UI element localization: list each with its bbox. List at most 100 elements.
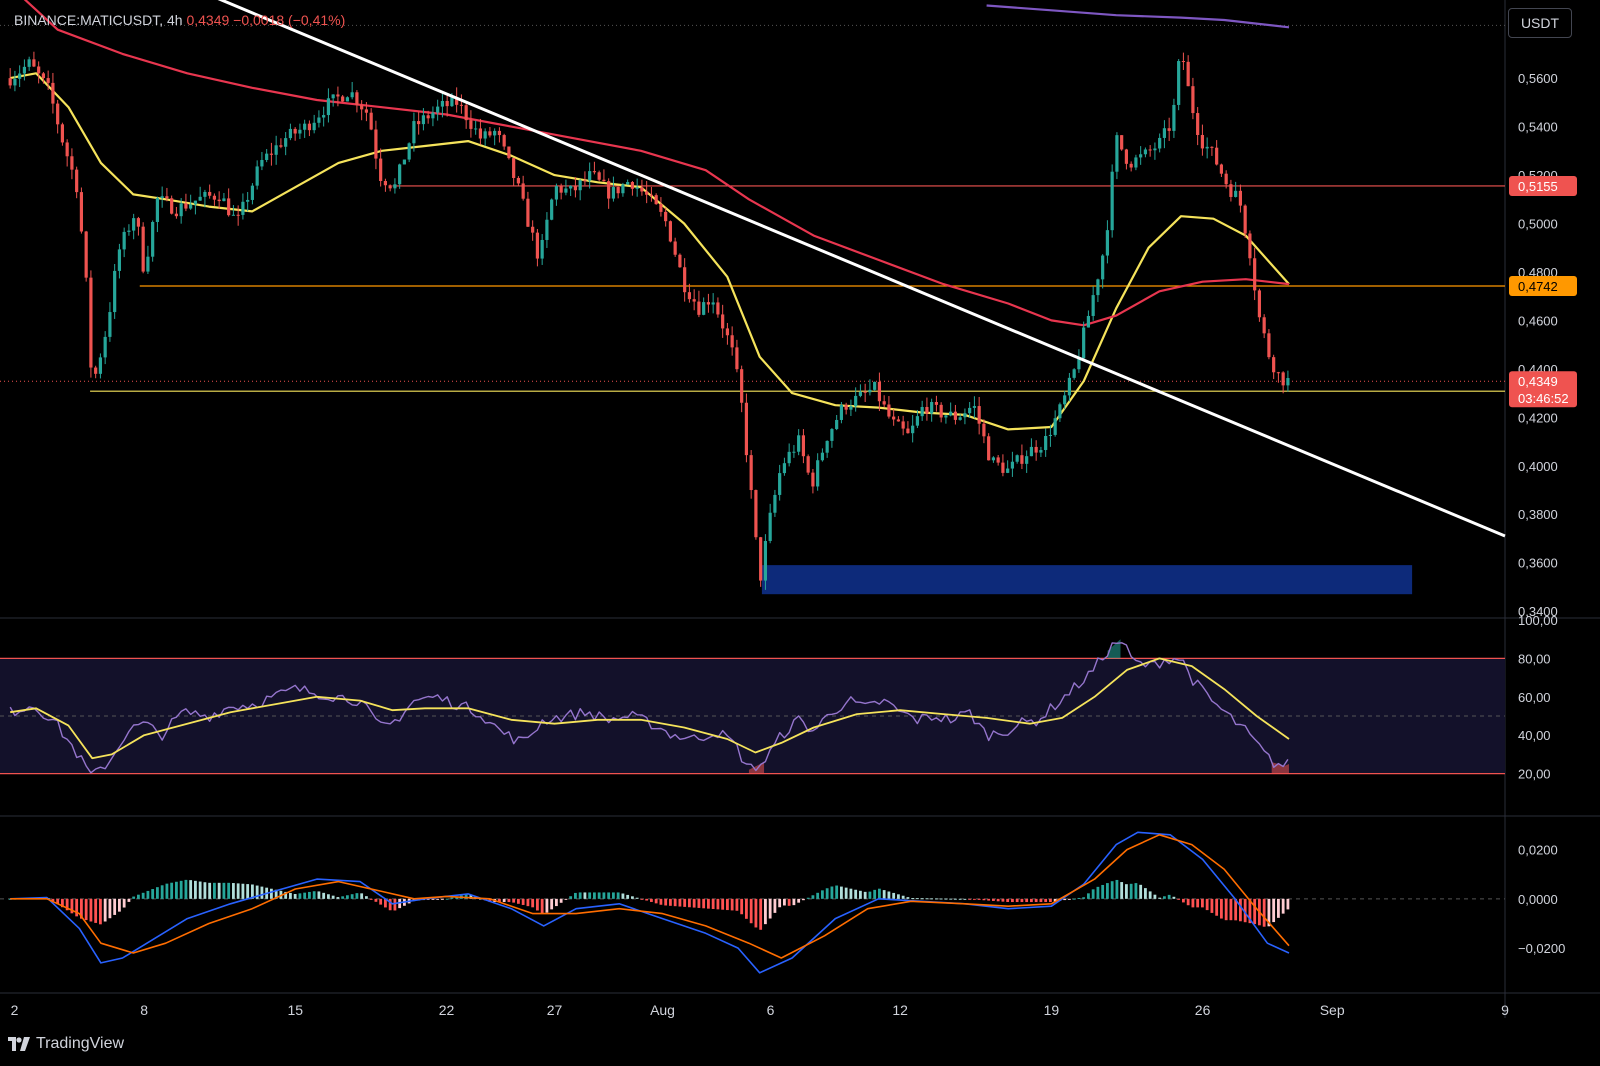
macd-histogram-bar	[564, 898, 568, 900]
macd-histogram-bar	[1011, 898, 1014, 903]
currency-button[interactable]: USDT	[1508, 8, 1572, 38]
moving-average-fast-line	[9, 72, 1290, 431]
macd-histogram-bar	[1272, 898, 1276, 923]
macd-histogram-bar	[930, 898, 934, 900]
macd-histogram-bar	[284, 891, 288, 899]
candle-body	[1072, 369, 1076, 378]
macd-histogram-bar	[327, 894, 330, 899]
macd-histogram-bar	[635, 897, 639, 899]
level-label-1-bg	[1509, 276, 1577, 297]
macd-histogram-bar	[355, 893, 359, 899]
candle-body	[1015, 455, 1019, 462]
macd-histogram-bar	[958, 898, 962, 900]
candle-body	[326, 98, 331, 116]
candle-body	[474, 128, 478, 130]
candle-body	[901, 421, 905, 429]
macd-histogram-bar	[384, 898, 387, 908]
macd-histogram-bar	[597, 892, 601, 899]
macd-histogram-bar	[127, 898, 131, 902]
macd-histogram-bar	[89, 898, 93, 922]
candle-body	[683, 267, 687, 293]
candle-body	[835, 419, 839, 430]
last-price: 0,4349	[186, 12, 230, 28]
macd-histogram-bar	[122, 898, 126, 908]
macd-histogram-bar	[498, 898, 501, 903]
candle-body	[877, 381, 882, 402]
macd-tick-label: −0,0200	[1518, 941, 1565, 956]
time-tick-label: 26	[1195, 1002, 1211, 1018]
candle-body	[1006, 468, 1010, 473]
macd-histogram-bar	[179, 880, 183, 899]
candle-body	[692, 299, 696, 302]
candle-body	[1029, 446, 1034, 457]
macd-histogram-bar	[906, 897, 910, 899]
candle-body	[958, 417, 962, 420]
candle-body	[1067, 377, 1072, 396]
candle-body	[407, 143, 411, 160]
candle-body	[1139, 154, 1143, 158]
time-tick-label: 8	[140, 1002, 148, 1018]
macd-histogram-bar	[1167, 894, 1171, 899]
candle-body	[1177, 61, 1181, 105]
macd-histogram-bar	[1186, 898, 1190, 906]
macd-histogram-bar	[783, 898, 786, 906]
candle-body	[398, 164, 402, 185]
candle-body	[825, 440, 829, 453]
macd-histogram-bar	[1248, 898, 1252, 924]
candle-body	[155, 198, 160, 222]
macd-histogram-bar	[844, 887, 848, 899]
candle-body	[1186, 61, 1190, 87]
macd-histogram-bar	[502, 898, 506, 903]
macd-histogram-bar	[726, 898, 729, 911]
candle-body	[1200, 134, 1205, 149]
macd-histogram-bar	[754, 898, 758, 928]
macd-histogram-bar	[1177, 898, 1181, 900]
macd-histogram-bar	[56, 898, 60, 905]
candle-body	[464, 105, 468, 121]
macd-histogram-bar	[393, 898, 397, 911]
macd-histogram-bar	[1053, 898, 1057, 902]
candle-body	[364, 109, 369, 113]
candle-body	[212, 195, 217, 200]
candle-body	[721, 314, 725, 329]
candle-body	[787, 451, 791, 464]
candle-body	[117, 249, 122, 271]
candle-body	[1058, 404, 1062, 419]
candle-body	[1096, 279, 1100, 296]
candle-body	[1248, 233, 1252, 259]
macd-histogram-bar	[911, 898, 915, 900]
macd-histogram-bar	[973, 898, 976, 900]
candle-body	[711, 302, 715, 305]
candle-body	[459, 104, 464, 106]
candle-body	[1234, 190, 1238, 197]
candle-body	[797, 435, 801, 452]
macd-histogram-bar	[388, 898, 392, 911]
interval: 4h	[166, 12, 183, 28]
macd-histogram-bar	[1210, 898, 1214, 913]
macd-histogram-bar	[920, 898, 924, 900]
macd-histogram-bar	[108, 898, 112, 919]
macd-histogram-bar	[1182, 898, 1185, 903]
candle-body	[697, 301, 701, 315]
candle-body	[763, 540, 768, 581]
macd-histogram-bar	[612, 892, 615, 899]
macd-histogram-bar	[545, 898, 549, 913]
candle-body	[673, 241, 677, 255]
tradingview-logo[interactable]: TradingView	[8, 1035, 124, 1053]
candle-body	[1010, 461, 1015, 469]
candle-body	[1215, 147, 1219, 165]
macd-histogram-bar	[160, 885, 164, 899]
time-tick-label: 27	[547, 1002, 563, 1018]
candle-body	[260, 159, 264, 167]
candle-body	[1034, 446, 1038, 453]
macd-histogram-bar	[369, 898, 373, 900]
macd-histogram-bar	[170, 882, 174, 899]
macd-histogram-bar	[189, 880, 193, 899]
candle-body	[906, 428, 910, 434]
macd-histogram-bar	[1068, 898, 1071, 900]
candle-body	[331, 94, 335, 99]
macd-histogram-bar	[825, 888, 829, 899]
macd-histogram-bar	[1148, 891, 1152, 899]
candle-body	[1086, 315, 1091, 328]
